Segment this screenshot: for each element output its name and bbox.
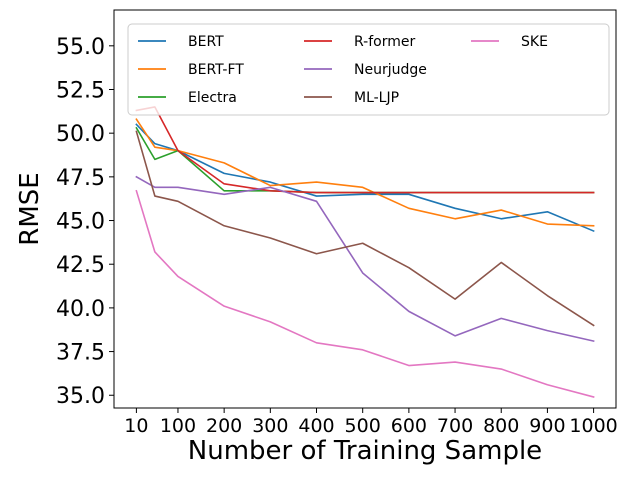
y-tick-label: 55.0	[56, 35, 105, 60]
series-line-ml-ljp	[135, 130, 595, 327]
plot-frame	[113, 9, 617, 409]
x-tick-label: 900	[529, 415, 565, 437]
series-line-bert-ft	[135, 118, 595, 227]
y-tick-label: 47.5	[56, 166, 105, 191]
legend: BERT BERT-FT Electra R-former Neurjudge ML-LJ…	[127, 23, 610, 116]
x-tick-label: 100	[160, 415, 196, 437]
x-tick-label: 10	[124, 415, 148, 437]
legend-label-ske: SKE	[521, 34, 548, 50]
legend-label-bert-ft: BERT-FT	[188, 62, 244, 78]
x-axis-ticks: 10 100 200 300 400 500 600 700 800 900 1000	[124, 408, 618, 437]
x-tick-label: 300	[252, 415, 288, 437]
y-tick-label: 52.5	[56, 78, 105, 103]
x-tick-label: 500	[345, 415, 381, 437]
y-tick-label: 37.5	[56, 341, 105, 366]
legend-label-electra: Electra	[188, 90, 237, 106]
y-tick-label: 40.0	[56, 297, 105, 322]
y-tick-label: 35.0	[56, 384, 105, 409]
x-tick-label: 1000	[569, 415, 617, 437]
y-axis-ticks: 35.0 37.5 40.0 42.5 45.0 47.5 50.0 52.5 55.0	[56, 35, 114, 409]
y-axis-label: RMSE	[15, 172, 45, 245]
legend-label-neurjudge: Neurjudge	[354, 62, 427, 78]
x-tick-label: 700	[437, 415, 473, 437]
legend-box	[127, 23, 610, 116]
series-line-ske	[135, 189, 595, 398]
legend-label-r-former: R-former	[354, 34, 415, 50]
x-tick-label: 400	[298, 415, 334, 437]
x-tick-label: 200	[206, 415, 242, 437]
legend-label-ml-ljp: ML-LJP	[354, 90, 399, 106]
x-tick-label: 800	[483, 415, 519, 437]
y-tick-label: 42.5	[56, 253, 105, 278]
x-axis-label: Number of Training Sample	[188, 436, 542, 466]
y-tick-label: 45.0	[56, 210, 105, 235]
y-tick-label: 50.0	[56, 122, 105, 147]
legend-label-bert: BERT	[188, 34, 224, 50]
x-tick-label: 600	[391, 415, 427, 437]
series-line-neurjudge	[135, 175, 595, 343]
series-line-r-former	[135, 106, 595, 194]
series-lines	[135, 106, 595, 398]
